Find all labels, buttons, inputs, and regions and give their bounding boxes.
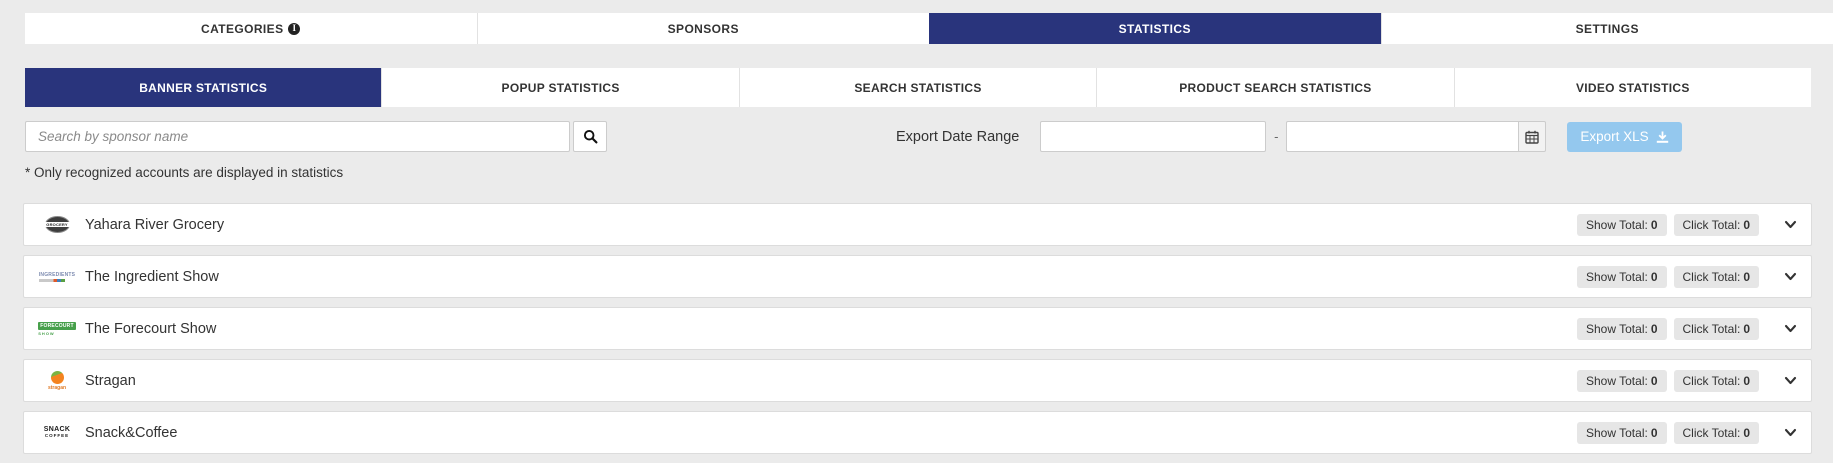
show-total-badge: Show Total:0 xyxy=(1577,422,1667,444)
tab-statistics-label: STATISTICS xyxy=(1119,22,1191,36)
sponsor-name: Stragan xyxy=(85,373,136,389)
export-date-from-input[interactable] xyxy=(1040,121,1266,152)
sponsor-list: GROCERY Yahara River Grocery Show Total:… xyxy=(23,203,1812,463)
row-stats: Show Total:0 Click Total:0 xyxy=(1577,266,1798,288)
sponsor-row-stragan[interactable]: stragan Stragan Show Total:0 Click Total… xyxy=(23,359,1812,402)
tab-settings-label: SETTINGS xyxy=(1576,22,1639,36)
sponsor-name: The Ingredient Show xyxy=(85,269,219,285)
sponsor-row-the-forecourt-show[interactable]: FORECOURT SHOW The Forecourt Show Show T… xyxy=(23,307,1812,350)
show-total-badge: Show Total:0 xyxy=(1577,370,1667,392)
row-stats: Show Total:0 Click Total:0 xyxy=(1577,422,1798,444)
click-total-badge: Click Total:0 xyxy=(1674,422,1759,444)
tab-product-search-statistics[interactable]: PRODUCT SEARCH STATISTICS xyxy=(1096,68,1453,107)
sponsor-logo: SNACK COFFEE xyxy=(39,426,75,439)
sponsor-logo: stragan xyxy=(39,371,75,391)
export-date-range-group: Export Date Range - Export XLS xyxy=(896,121,1682,152)
row-stats: Show Total:0 Click Total:0 xyxy=(1577,370,1798,392)
download-icon xyxy=(1656,131,1669,143)
sponsor-name: Snack&Coffee xyxy=(85,425,177,441)
show-total-badge: Show Total:0 xyxy=(1577,266,1667,288)
tab-popup-statistics[interactable]: POPUP STATISTICS xyxy=(381,68,738,107)
export-xls-button[interactable]: Export XLS xyxy=(1567,122,1681,152)
click-total-badge: Click Total:0 xyxy=(1674,370,1759,392)
tab-statistics[interactable]: STATISTICS xyxy=(929,13,1381,44)
export-date-to-input[interactable] xyxy=(1286,121,1519,152)
chevron-down-icon[interactable] xyxy=(1783,373,1798,388)
search-icon xyxy=(583,129,598,144)
click-total-badge: Click Total:0 xyxy=(1674,214,1759,236)
chevron-down-icon[interactable] xyxy=(1783,425,1798,440)
tab-video-statistics[interactable]: VIDEO STATISTICS xyxy=(1454,68,1811,107)
sponsor-name: Yahara River Grocery xyxy=(85,217,224,233)
statistics-sub-tab-bar: BANNER STATISTICS POPUP STATISTICS SEARC… xyxy=(25,68,1811,107)
tab-settings[interactable]: SETTINGS xyxy=(1381,13,1833,44)
sponsor-logo: GROCERY xyxy=(39,216,75,233)
tab-product-search-statistics-label: PRODUCT SEARCH STATISTICS xyxy=(1179,81,1371,95)
show-total-badge: Show Total:0 xyxy=(1577,318,1667,340)
sponsor-search-group xyxy=(25,121,607,152)
tab-popup-statistics-label: POPUP STATISTICS xyxy=(502,81,620,95)
click-total-badge: Click Total:0 xyxy=(1674,318,1759,340)
sponsor-logo: INGREDIENTS xyxy=(39,272,75,282)
row-stats: Show Total:0 Click Total:0 xyxy=(1577,318,1798,340)
sponsor-row-the-ingredient-show[interactable]: INGREDIENTS The Ingredient Show Show Tot… xyxy=(23,255,1812,298)
tab-sponsors-label: SPONSORS xyxy=(668,22,739,36)
main-tab-bar: CATEGORIES i SPONSORS STATISTICS SETTING… xyxy=(25,13,1833,44)
sponsor-logo: FORECOURT SHOW xyxy=(39,322,75,336)
export-date-range-label: Export Date Range xyxy=(896,129,1019,145)
tab-categories-label: CATEGORIES xyxy=(201,22,283,36)
tab-sponsors[interactable]: SPONSORS xyxy=(477,13,930,44)
search-button[interactable] xyxy=(573,121,607,152)
row-stats: Show Total:0 Click Total:0 xyxy=(1577,214,1798,236)
tab-banner-statistics[interactable]: BANNER STATISTICS xyxy=(25,68,381,107)
search-input[interactable] xyxy=(25,121,570,152)
sponsor-name: The Forecourt Show xyxy=(85,321,216,337)
tab-video-statistics-label: VIDEO STATISTICS xyxy=(1576,81,1690,95)
tab-categories[interactable]: CATEGORIES i xyxy=(25,13,477,44)
calendar-button[interactable] xyxy=(1519,121,1546,152)
calendar-icon xyxy=(1525,130,1539,144)
chevron-down-icon[interactable] xyxy=(1783,321,1798,336)
sponsor-row-snack-coffee[interactable]: SNACK COFFEE Snack&Coffee Show Total:0 C… xyxy=(23,411,1812,454)
export-xls-label: Export XLS xyxy=(1580,129,1648,144)
click-total-badge: Click Total:0 xyxy=(1674,266,1759,288)
tab-banner-statistics-label: BANNER STATISTICS xyxy=(139,81,267,95)
statistics-note: * Only recognized accounts are displayed… xyxy=(25,165,343,180)
sponsor-row-yahara-river-grocery[interactable]: GROCERY Yahara River Grocery Show Total:… xyxy=(23,203,1812,246)
show-total-badge: Show Total:0 xyxy=(1577,214,1667,236)
chevron-down-icon[interactable] xyxy=(1783,269,1798,284)
date-range-separator: - xyxy=(1266,129,1286,144)
tab-search-statistics[interactable]: SEARCH STATISTICS xyxy=(739,68,1096,107)
tab-search-statistics-label: SEARCH STATISTICS xyxy=(854,81,981,95)
chevron-down-icon[interactable] xyxy=(1783,217,1798,232)
info-icon: i xyxy=(288,23,300,35)
